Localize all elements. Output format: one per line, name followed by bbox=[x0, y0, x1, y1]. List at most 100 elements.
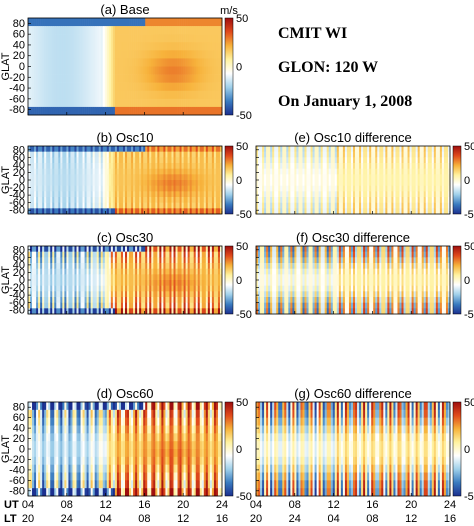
y-tick-label: 40 bbox=[13, 159, 25, 171]
heatmap-cell bbox=[38, 163, 41, 169]
heatmap-cell bbox=[161, 168, 164, 175]
heatmap-cell bbox=[102, 274, 106, 281]
heatmap-cell bbox=[106, 50, 110, 59]
heatmap-cell bbox=[40, 34, 43, 43]
heatmap-cell bbox=[82, 257, 85, 264]
heatmap-cell bbox=[195, 268, 199, 275]
heatmap-cell bbox=[74, 174, 77, 181]
heatmap-cell bbox=[70, 90, 73, 100]
heatmap-cell bbox=[108, 146, 112, 152]
heatmap-cell bbox=[88, 151, 91, 158]
heatmap-cell bbox=[42, 174, 45, 181]
heatmap-cell bbox=[90, 146, 93, 152]
heatmap-cell bbox=[60, 66, 63, 75]
heatmap-cell bbox=[161, 180, 164, 186]
heatmap-cell bbox=[122, 18, 126, 27]
heatmap-cell bbox=[52, 106, 55, 116]
heatmap-cell bbox=[262, 297, 265, 303]
heatmap-cell bbox=[86, 82, 89, 92]
heatmap-cell bbox=[403, 151, 406, 158]
heatmap-cell bbox=[193, 42, 197, 51]
heatmap-cell bbox=[169, 257, 172, 264]
heatmap-cell bbox=[355, 202, 358, 209]
heatmap-cell bbox=[179, 163, 182, 169]
heatmap-cell bbox=[219, 263, 223, 269]
heatmap-cell bbox=[80, 18, 83, 27]
heatmap-cell bbox=[191, 180, 195, 186]
heatmap-cell bbox=[328, 191, 332, 198]
heatmap-cell bbox=[147, 18, 150, 27]
heatmap-cell bbox=[183, 263, 186, 269]
heatmap-cell bbox=[114, 280, 118, 286]
heatmap-cell bbox=[320, 197, 323, 203]
heatmap-cell bbox=[163, 90, 166, 100]
heatmap-cell bbox=[365, 208, 368, 215]
heatmap-cell bbox=[48, 291, 51, 298]
heatmap-cell bbox=[34, 18, 37, 27]
heatmap-cell bbox=[350, 168, 354, 175]
heatmap-cell bbox=[300, 180, 303, 186]
heatmap-cell bbox=[36, 34, 39, 43]
heatmap-cell bbox=[151, 66, 154, 75]
heatmap-cell bbox=[159, 246, 162, 252]
heatmap-cell bbox=[72, 82, 75, 92]
heatmap-cell bbox=[42, 268, 45, 275]
heatmap-cell bbox=[332, 146, 336, 152]
heatmap-cell bbox=[86, 26, 89, 35]
heatmap-cell bbox=[82, 98, 85, 108]
heatmap-cell bbox=[125, 185, 128, 192]
heatmap-cell bbox=[369, 191, 372, 198]
heatmap-cell bbox=[114, 191, 118, 198]
heatmap-cell bbox=[266, 297, 269, 303]
heatmap-cell bbox=[193, 34, 197, 43]
heatmap-cell bbox=[441, 146, 445, 152]
heatmap-cell bbox=[401, 180, 404, 186]
heatmap-cell bbox=[58, 274, 61, 281]
heatmap-cell bbox=[411, 146, 414, 152]
heatmap-cell bbox=[110, 297, 114, 303]
heatmap-cell bbox=[40, 163, 43, 169]
heatmap-cell bbox=[120, 66, 124, 75]
heatmap-cell bbox=[129, 280, 132, 286]
heatmap-cell bbox=[189, 157, 192, 164]
heatmap-cell bbox=[48, 146, 51, 152]
heatmap-cell bbox=[185, 246, 188, 252]
heatmap-cell bbox=[369, 157, 372, 164]
heatmap-cell bbox=[78, 246, 81, 252]
heatmap-cell bbox=[417, 191, 420, 198]
heatmap-cell bbox=[131, 66, 134, 75]
heatmap-cell bbox=[189, 280, 192, 286]
heatmap-cell bbox=[183, 151, 186, 158]
heatmap-cell bbox=[209, 146, 213, 152]
heatmap-cell bbox=[98, 157, 102, 164]
heatmap-cell bbox=[44, 185, 47, 192]
heatmap-cell bbox=[116, 191, 120, 198]
heatmap-cell bbox=[306, 157, 309, 164]
heatmap-cell bbox=[189, 163, 192, 169]
heatmap-cell bbox=[260, 302, 263, 309]
heatmap-cell bbox=[48, 174, 51, 181]
heatmap-cell bbox=[131, 157, 134, 164]
heatmap-cell bbox=[88, 98, 91, 108]
heatmap-cell bbox=[266, 208, 269, 215]
heatmap-cell bbox=[187, 151, 190, 158]
heatmap-cell bbox=[80, 280, 83, 286]
heatmap-cell bbox=[211, 297, 215, 303]
heatmap-cell bbox=[157, 18, 160, 27]
heatmap-cell bbox=[94, 106, 98, 116]
heatmap-cell bbox=[143, 157, 146, 164]
heatmap-cell bbox=[157, 34, 160, 43]
heatmap-cell bbox=[112, 18, 116, 27]
heatmap-cell bbox=[167, 151, 170, 158]
heatmap-cell bbox=[127, 185, 130, 192]
heatmap-cell bbox=[145, 18, 148, 27]
heatmap-cell bbox=[141, 268, 144, 275]
heatmap-cell bbox=[326, 168, 330, 175]
heatmap-cell bbox=[94, 34, 98, 43]
heatmap-cell bbox=[76, 157, 79, 164]
heatmap-cell bbox=[282, 168, 285, 175]
heatmap-cell bbox=[415, 180, 418, 186]
heatmap-cell bbox=[161, 297, 164, 303]
heatmap-cell bbox=[189, 168, 192, 175]
heatmap-cell bbox=[179, 74, 182, 83]
